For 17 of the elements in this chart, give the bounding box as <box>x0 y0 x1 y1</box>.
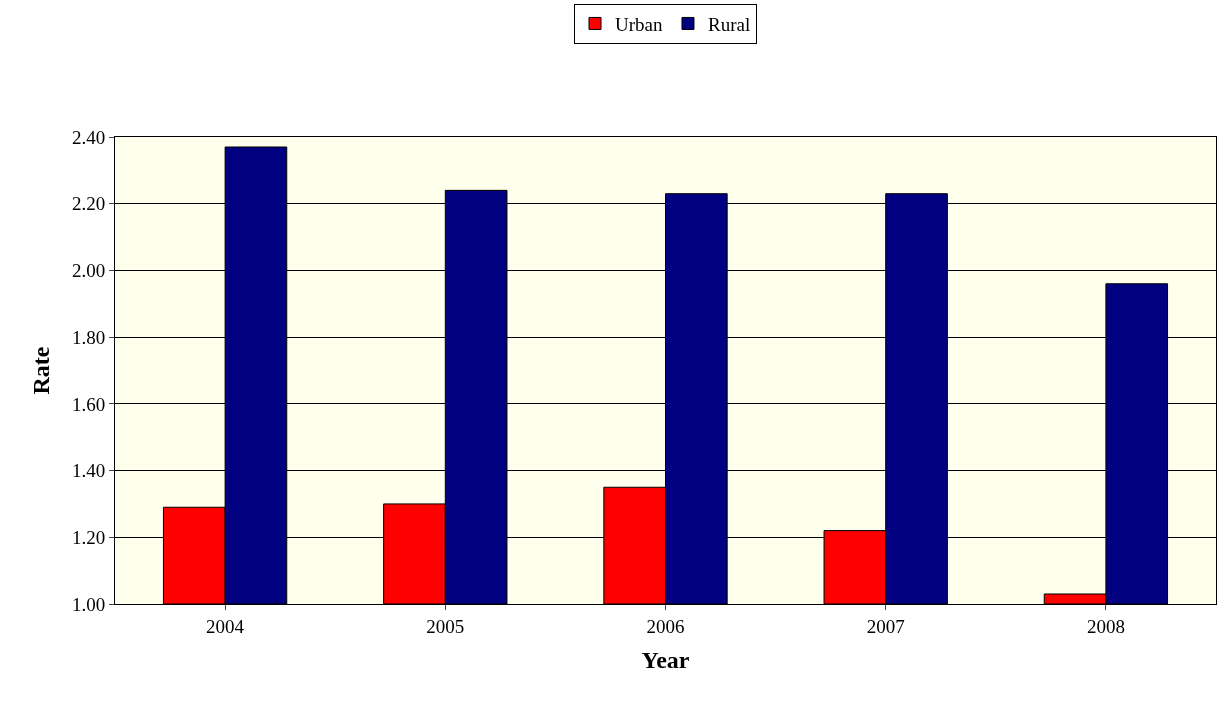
y-tick-label: 2.40 <box>71 126 106 148</box>
y-tick-label: 1.80 <box>71 326 106 348</box>
x-tick-label: 2006 <box>646 615 685 637</box>
y-tick-label: 1.40 <box>71 460 106 482</box>
x-tick-label: 2005 <box>426 615 465 637</box>
y-tick-label: 2.00 <box>71 260 106 282</box>
x-tick-label: 2004 <box>206 615 245 637</box>
legend-label: Urban <box>615 13 663 35</box>
y-tick-label: 1.60 <box>71 393 106 415</box>
x-tick-label: 2007 <box>866 615 905 637</box>
legend-label: Rural <box>707 13 751 35</box>
y-axis-title: Rate <box>28 346 55 395</box>
y-tick-label: 1.00 <box>71 593 106 615</box>
y-tick-label: 1.20 <box>71 526 106 548</box>
x-tick-label: 2008 <box>1086 615 1125 637</box>
y-tick-label: 2.20 <box>71 193 106 215</box>
x-axis-title: Year <box>641 647 690 674</box>
